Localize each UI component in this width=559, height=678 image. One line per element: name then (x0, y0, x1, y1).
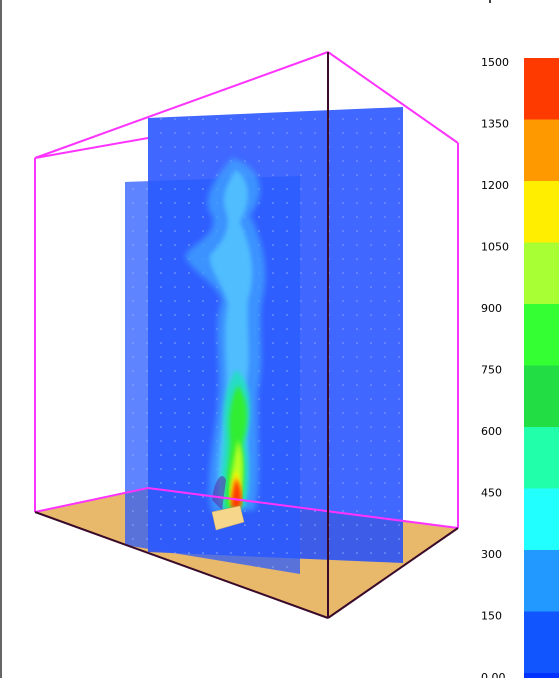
box-edge (147, 487, 459, 529)
legend-label: 150 (481, 610, 502, 623)
legend-swatch (524, 427, 559, 489)
legend-swatch (524, 488, 559, 551)
legend-swatch (524, 365, 559, 428)
legend-label: 0.00 (481, 671, 506, 678)
legend-label: 750 (481, 364, 502, 377)
legend-label: 1350 (481, 118, 509, 131)
box-edge (34, 137, 149, 159)
legend-swatch (524, 119, 559, 182)
legend-label: 1050 (481, 241, 509, 254)
box-edge (34, 487, 149, 513)
legend-label: 900 (481, 302, 502, 315)
legend-swatch (524, 550, 559, 612)
legend-label: 450 (481, 487, 502, 500)
legend-swatch (524, 304, 559, 366)
fire-source (211, 505, 245, 531)
box-edge (34, 51, 329, 159)
legend-label: 1500 (481, 56, 509, 69)
legend-swatch (524, 673, 559, 678)
legend-swatch (524, 242, 559, 305)
legend-label: 600 (481, 425, 502, 438)
legend-swatch (524, 58, 559, 120)
legend-label: 1200 (481, 179, 509, 192)
box-edge (327, 527, 459, 619)
legend-swatch (524, 611, 559, 674)
color-legend: 1500 1350 1200 1050 900 750 600 450 300 150 0.00 (481, 56, 559, 678)
legend-swatch (524, 181, 559, 243)
legend-label: 300 (481, 548, 502, 561)
box-edge (34, 511, 329, 619)
box-edge (327, 51, 459, 144)
fire-plume (185, 158, 266, 512)
